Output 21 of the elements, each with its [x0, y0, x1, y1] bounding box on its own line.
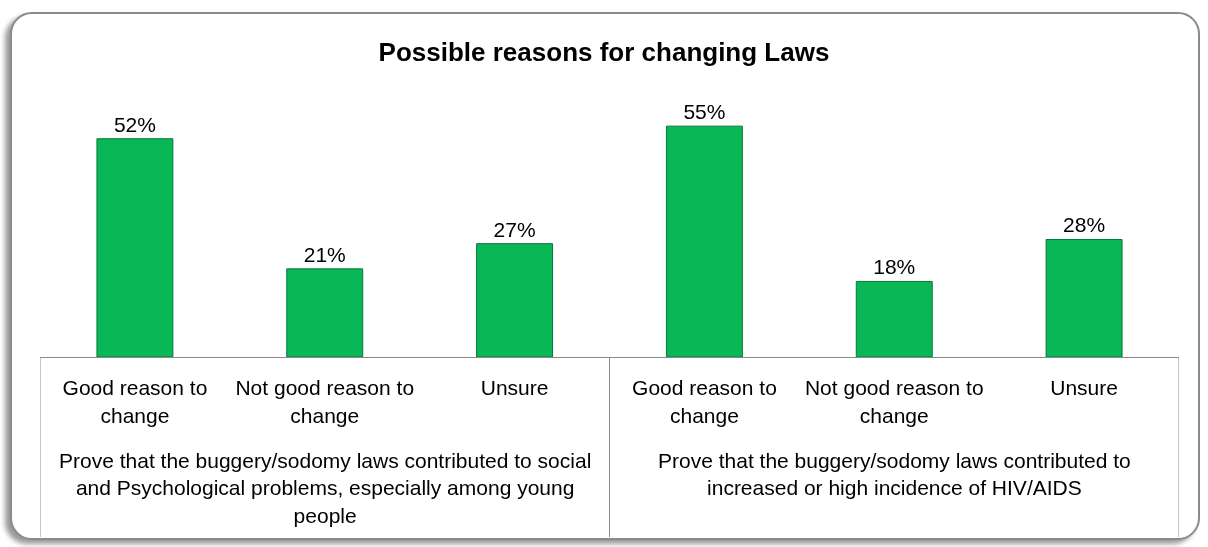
bar [665, 125, 743, 357]
bar [1045, 238, 1123, 357]
bar [96, 138, 174, 357]
x-tick-label: Unsure [480, 376, 549, 400]
bar [855, 280, 933, 357]
bar [286, 268, 364, 357]
x-tick-label: Unsure [1050, 376, 1118, 400]
data-label: 28% [1063, 213, 1106, 237]
data-label: 21% [303, 242, 346, 266]
text: Prove that the buggery/sodomy laws contributed to social and Psychological problems, especially among young people [59, 449, 592, 527]
text: Prove that the buggery/sodomy laws contributed to increased or high incidence of HIV/AIDS [658, 449, 1131, 500]
x-tick-label: Not good reason to change [235, 376, 415, 427]
data-label: 27% [493, 217, 536, 241]
data-label: 52% [113, 112, 156, 136]
data-label: 55% [683, 100, 726, 124]
x-tick-label: Good reason to change [62, 376, 208, 427]
chart-title: Possible reasons for changing Laws [378, 37, 830, 68]
bar [476, 243, 554, 357]
x-tick-label: Good reason to change [632, 376, 777, 427]
x-tick-label: Not good reason to change [804, 376, 984, 427]
data-label: 18% [873, 255, 916, 279]
